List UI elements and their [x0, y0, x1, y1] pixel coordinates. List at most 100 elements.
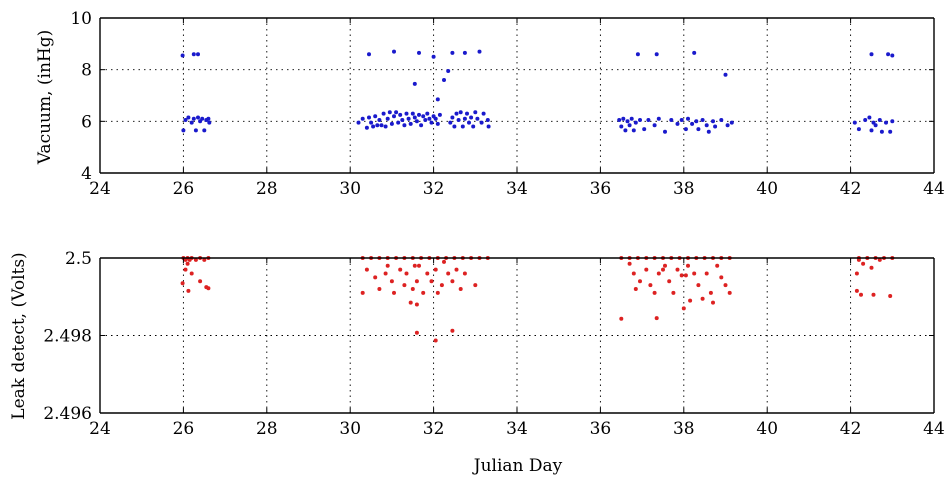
vacuum-data-point [367, 115, 371, 120]
leak-data-point [652, 290, 657, 295]
vacuum-data-point [450, 50, 455, 55]
vacuum-data-point [625, 119, 630, 124]
vacuum-data-point [431, 54, 436, 59]
leak-data-point [683, 273, 688, 278]
vacuum-data-point [669, 118, 674, 122]
leak-data-point [708, 290, 713, 295]
vacuum-data-point [448, 120, 453, 125]
leak-data-point [458, 287, 463, 291]
leak-data-point [711, 300, 715, 305]
leak-xtick-label: 24 [89, 419, 111, 439]
leak-data-point [627, 261, 632, 266]
leak-data-point [180, 281, 185, 286]
vacuum-ytick-label: 8 [81, 61, 92, 81]
leak-xtick-label: 44 [923, 419, 945, 439]
leak-data-point [654, 316, 659, 321]
vacuum-data-point [890, 119, 895, 124]
vacuum-data-point [696, 127, 701, 132]
vacuum-data-point [479, 120, 484, 125]
leak-data-point [410, 287, 415, 291]
vacuum-data-point [369, 120, 374, 125]
vacuum-data-point [485, 118, 490, 122]
vacuum-data-point [356, 120, 361, 125]
leak-data-point [686, 263, 690, 268]
vacuum-data-point [706, 129, 711, 134]
vacuum-data-point [481, 111, 486, 116]
vacuum-data-point [867, 115, 872, 120]
vacuum-data-point [635, 52, 640, 57]
leak-data-point [696, 283, 701, 288]
leak-xtick-label: 42 [840, 419, 862, 439]
vacuum-data-point [417, 112, 421, 117]
leak-data-point [414, 330, 419, 335]
vacuum-data-point [719, 118, 724, 122]
vacuum-data-point [656, 116, 661, 121]
vacuum-data-point [373, 114, 378, 119]
leak-data-point [185, 261, 190, 266]
vacuum-data-point [400, 118, 405, 122]
vacuum-data-point [877, 118, 882, 122]
vacuum-xtick-label: 36 [590, 179, 612, 199]
vacuum-data-point [619, 124, 624, 129]
leak-data-point [679, 273, 684, 278]
vacuum-data-point [886, 52, 891, 57]
vacuum-xtick-label: 44 [923, 179, 945, 199]
vacuum-data-point [879, 129, 884, 134]
vacuum-data-point [642, 127, 647, 132]
leak-data-point [429, 279, 434, 284]
leak-ytick-label: 2.496 [43, 404, 92, 424]
vacuum-data-point [379, 123, 384, 128]
leak-data-point [439, 283, 444, 288]
leak-data-point [404, 271, 409, 276]
vacuum-xtick-label: 38 [673, 179, 695, 199]
vacuum-data-point [890, 53, 895, 58]
leak-data-point [727, 290, 732, 295]
leak-data-point [414, 279, 419, 284]
vacuum-data-point [433, 116, 438, 121]
vacuum-data-point [383, 124, 388, 129]
leak-data-point [412, 263, 417, 268]
vacuum-data-point [191, 52, 196, 57]
leak-data-point [392, 290, 396, 295]
vacuum-data-point [408, 121, 413, 126]
vacuum-data-point [207, 120, 212, 125]
vacuum-data-point [200, 116, 205, 121]
vacuum-data-point [654, 52, 659, 57]
vacuum-data-point [435, 121, 440, 126]
vacuum-data-point [389, 121, 394, 126]
vacuum-data-point [663, 129, 667, 134]
leak-data-point [473, 283, 478, 288]
leak-points [180, 256, 895, 343]
vacuum-data-point [425, 111, 430, 116]
leak-grid [100, 258, 934, 413]
leak-data-point [856, 257, 861, 262]
vacuum-data-point [652, 123, 657, 128]
vacuum-data-point [729, 120, 734, 125]
leak-data-point [435, 290, 440, 295]
leak-xtick-label: 40 [756, 419, 778, 439]
vacuum-ytick-label: 10 [70, 9, 92, 29]
vacuum-data-point [377, 118, 382, 122]
leak-data-point [206, 286, 211, 291]
vacuum-data-point [412, 81, 417, 86]
leak-data-point [360, 290, 365, 295]
vacuum-data-point [471, 124, 476, 129]
vacuum-data-point [206, 116, 211, 121]
vacuum-data-point [473, 110, 478, 115]
leak-panel: 24 26 28 30 32 34 36 38 40 42 44 2.496 2.498 2.5 Leak… [9, 249, 945, 476]
leak-data-point [364, 267, 369, 272]
vacuum-ylabel: Vacuum, (inHg) [35, 30, 55, 166]
leak-data-point [661, 267, 665, 272]
vacuum-data-point [375, 123, 380, 128]
vacuum-data-point [486, 124, 491, 129]
vacuum-data-point [371, 124, 376, 129]
vacuum-data-point [442, 78, 446, 82]
vacuum-data-point [456, 118, 461, 122]
leak-data-point [859, 292, 863, 297]
vacuum-data-point [700, 118, 705, 122]
vacuum-data-point [394, 110, 399, 115]
vacuum-data-point [367, 52, 371, 57]
vacuum-data-point [692, 50, 697, 55]
